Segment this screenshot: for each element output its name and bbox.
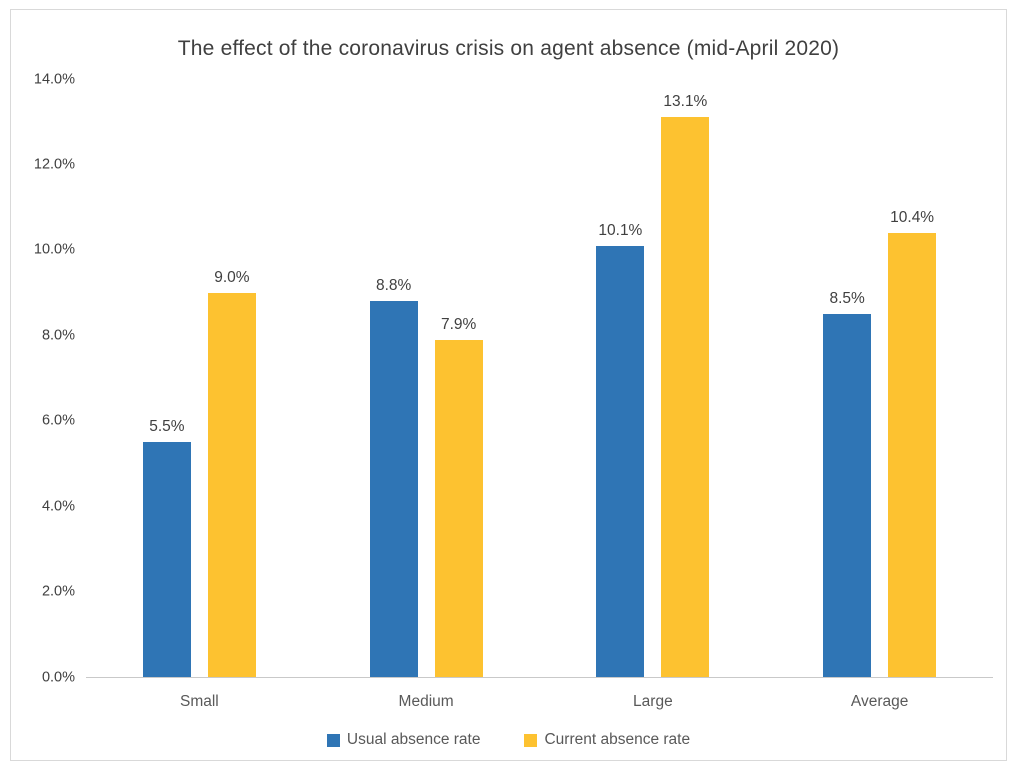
category-label: Average bbox=[850, 693, 909, 710]
legend-label: Current absence rate bbox=[544, 731, 691, 748]
bar bbox=[207, 292, 256, 677]
bar-value-label: 13.1% bbox=[663, 93, 708, 111]
bar-groups-container: 5.5% 9.0% Small 8.8% 7.9% Medium 10.1% 13.1% Lar… bbox=[86, 79, 993, 710]
y-tick-label: 0.0% bbox=[41, 668, 75, 685]
bar-group: 5.5% 9.0% Small bbox=[142, 79, 256, 710]
bar bbox=[823, 313, 872, 677]
y-axis: 0.0% 2.0% 4.0% 6.0% 8.0% 10.0% 12.0% 14.0% bbox=[11, 72, 75, 684]
bar-wrap: 8.5% bbox=[823, 79, 872, 677]
bar-value-label: 10.4% bbox=[890, 208, 935, 226]
bar-value-label: 10.1% bbox=[598, 221, 643, 239]
bar-wrap: 9.0% bbox=[207, 79, 256, 677]
category-label: Small bbox=[179, 693, 219, 710]
legend-entry: Usual absence rate bbox=[326, 731, 481, 749]
legend-entry: Current absence rate bbox=[524, 731, 690, 749]
bar-value-label: 9.0% bbox=[214, 268, 250, 286]
y-tick-label: 4.0% bbox=[41, 497, 75, 514]
legend-swatch bbox=[326, 733, 340, 747]
y-tick-label: 10.0% bbox=[33, 241, 75, 258]
bar-wrap: 10.1% bbox=[596, 79, 645, 677]
y-tick-label: 14.0% bbox=[33, 70, 75, 87]
bar-value-label: 8.5% bbox=[829, 289, 865, 307]
bar bbox=[142, 442, 191, 677]
legend-label: Usual absence rate bbox=[346, 731, 481, 748]
category-label: Medium bbox=[398, 693, 454, 710]
plot-area: 5.5% 9.0% Small 8.8% 7.9% Medium 10.1% 13.1% Lar… bbox=[86, 79, 993, 710]
y-tick-label: 8.0% bbox=[41, 327, 75, 344]
bar-group: 8.5% 10.4% Average bbox=[823, 79, 937, 710]
y-tick-label: 2.0% bbox=[41, 583, 75, 600]
y-tick-label: 6.0% bbox=[41, 412, 75, 429]
bar-group: 8.8% 7.9% Medium bbox=[369, 79, 483, 710]
y-tick-label: 12.0% bbox=[33, 156, 75, 173]
bar-wrap: 7.9% bbox=[434, 79, 483, 677]
x-axis-line bbox=[86, 677, 993, 678]
bar-wrap: 8.8% bbox=[369, 79, 418, 677]
bar bbox=[596, 245, 645, 677]
bar bbox=[369, 301, 418, 677]
bar bbox=[661, 117, 710, 677]
bar-wrap: 5.5% bbox=[142, 79, 191, 677]
legend: Usual absence rate Current absence rate bbox=[11, 731, 1006, 749]
chart-title: The effect of the coronavirus crisis on … bbox=[177, 37, 840, 60]
bar-value-label: 5.5% bbox=[149, 418, 185, 436]
legend-swatch bbox=[524, 733, 538, 747]
bar bbox=[888, 232, 937, 677]
bar-value-label: 8.8% bbox=[375, 277, 412, 295]
bar-group: 10.1% 13.1% Large bbox=[596, 79, 710, 710]
bar-wrap: 13.1% bbox=[661, 79, 710, 677]
bar-value-label: 7.9% bbox=[440, 315, 477, 333]
bar bbox=[434, 339, 483, 677]
chart-frame: The effect of the coronavirus crisis on … bbox=[10, 9, 1007, 761]
bar-wrap: 10.4% bbox=[888, 79, 937, 677]
category-label: Large bbox=[633, 693, 673, 710]
